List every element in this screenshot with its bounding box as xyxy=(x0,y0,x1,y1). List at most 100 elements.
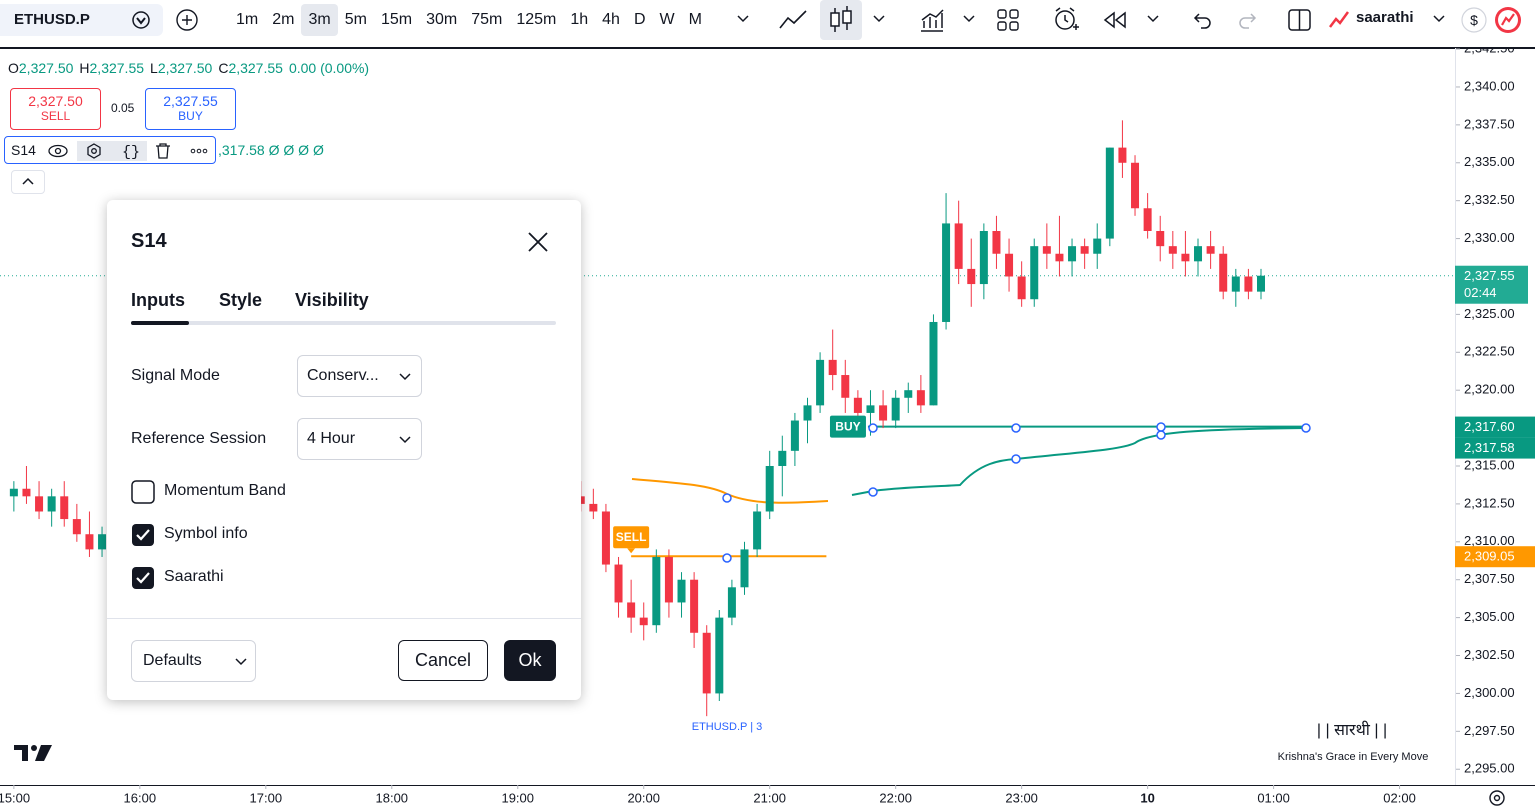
candle-body xyxy=(1055,253,1064,262)
anchor[interactable] xyxy=(868,423,878,433)
candle-body xyxy=(1131,162,1140,209)
signal-label-bg xyxy=(829,415,866,438)
more-icon[interactable] xyxy=(190,148,208,154)
source-icon[interactable]: {} xyxy=(122,144,140,161)
indicator-name: S14 xyxy=(11,142,36,158)
checkbox[interactable] xyxy=(131,566,155,590)
indicators-button[interactable] xyxy=(918,6,946,34)
settings-icon[interactable] xyxy=(1489,790,1505,806)
tab[interactable]: Visibility xyxy=(295,290,369,310)
ohlc-key: H xyxy=(79,60,90,76)
candle-type-button[interactable] xyxy=(820,0,862,40)
undo-button[interactable] xyxy=(1190,8,1214,32)
checkbox-fill xyxy=(132,524,154,546)
last-price-tag xyxy=(1455,265,1528,304)
ok-button[interactable]: Ok xyxy=(504,640,556,681)
candle-body xyxy=(740,549,749,588)
interval[interactable]: M xyxy=(688,11,702,28)
select-chevron xyxy=(399,373,411,381)
candle-body xyxy=(1168,246,1177,254)
settings-icon[interactable] xyxy=(87,143,101,159)
anchor[interactable] xyxy=(722,553,732,563)
candle-body xyxy=(1231,276,1240,292)
indicators-chevron[interactable] xyxy=(962,12,976,26)
interval[interactable]: 30m xyxy=(426,11,458,28)
alert-button[interactable] xyxy=(1052,5,1080,33)
interval[interactable]: 1h xyxy=(570,11,589,28)
replay-chevron[interactable] xyxy=(1146,12,1160,26)
checkmark xyxy=(136,572,150,584)
checkbox[interactable] xyxy=(131,523,155,547)
select[interactable]: Conserv... xyxy=(297,355,422,397)
tab[interactable]: Inputs xyxy=(131,290,185,310)
visibility-icon[interactable] xyxy=(48,144,68,158)
interval[interactable]: 4h xyxy=(602,11,620,28)
panels-button[interactable] xyxy=(1287,7,1313,33)
interval[interactable]: D xyxy=(633,11,646,28)
y-tick-label: 2,300.00 xyxy=(1464,685,1515,700)
buy-price: 2,327.55 xyxy=(163,93,218,109)
trading-button[interactable]: $ xyxy=(1460,6,1488,34)
input-label: Reference Session xyxy=(131,430,267,447)
anchor[interactable] xyxy=(868,487,878,497)
anchor[interactable] xyxy=(1156,430,1166,440)
interval[interactable]: 1m xyxy=(236,11,259,28)
select[interactable]: 4 Hour xyxy=(297,418,422,460)
delete-icon[interactable] xyxy=(156,143,170,159)
interval[interactable]: W xyxy=(659,11,675,28)
anchor[interactable] xyxy=(1011,423,1021,433)
sell-button[interactable]: 2,327.50 SELL xyxy=(10,88,101,130)
profile-avatar[interactable] xyxy=(1494,6,1522,34)
price-tag xyxy=(1455,546,1535,568)
candle-body xyxy=(942,223,951,322)
indicator-values-text: ,317.58 Ø Ø Ø Ø xyxy=(218,142,324,158)
indicator-legend[interactable]: S14 {} xyxy=(4,136,216,164)
anchor[interactable] xyxy=(722,493,732,503)
chart[interactable]: ETHUSD.P | 3 | | सारथी | | Krishna's Gra… xyxy=(0,48,1535,812)
spread: 0.05 xyxy=(111,101,135,115)
candle-body xyxy=(929,321,938,406)
y-tick-label: 2,297.50 xyxy=(1464,723,1515,738)
candle-body xyxy=(765,466,774,512)
interval[interactable]: 5m xyxy=(344,11,367,28)
chart-type-chevron[interactable] xyxy=(872,12,886,26)
close-button[interactable] xyxy=(527,231,549,253)
interval[interactable]: 15m xyxy=(380,11,413,28)
checkbox[interactable] xyxy=(131,480,155,504)
interval[interactable]: 2m xyxy=(272,11,295,28)
layout-name[interactable]: saarathi xyxy=(1356,9,1414,26)
interval-chevron[interactable] xyxy=(736,12,750,26)
collapse-legend[interactable] xyxy=(11,170,45,194)
candle-body xyxy=(1093,238,1102,254)
anchor[interactable] xyxy=(1156,422,1166,432)
y-tick-label: 2,307.50 xyxy=(1464,571,1515,586)
symbol-search[interactable]: ETHUSD.P xyxy=(0,4,163,36)
candle-body xyxy=(1068,246,1077,262)
checkbox-label: Symbol info xyxy=(164,525,248,542)
x-tick-label: 22:00 xyxy=(879,790,912,805)
defaults-dropdown[interactable]: Defaults xyxy=(131,640,256,682)
candle-body xyxy=(1219,253,1228,292)
candle-body xyxy=(690,579,699,633)
signal-label-bg xyxy=(613,526,650,549)
compare-button[interactable] xyxy=(175,8,199,32)
layouts-button[interactable] xyxy=(996,8,1020,32)
candle-body xyxy=(664,556,673,603)
anchor[interactable] xyxy=(1011,454,1021,464)
interval[interactable]: 75m xyxy=(471,11,503,28)
tab[interactable]: Style xyxy=(219,290,263,310)
layout-chevron[interactable] xyxy=(1432,12,1446,26)
candle-body xyxy=(1017,276,1026,300)
sell-price: 2,327.50 xyxy=(28,93,83,109)
buy-button[interactable]: 2,327.55 BUY xyxy=(145,88,236,130)
candle-body xyxy=(992,230,1001,254)
candle-body xyxy=(790,420,799,451)
interval[interactable]: 3m xyxy=(301,4,338,36)
line-tool[interactable] xyxy=(778,6,808,34)
redo-button[interactable] xyxy=(1236,8,1260,32)
replay-button[interactable] xyxy=(1102,8,1128,32)
candle-body xyxy=(601,511,610,565)
cancel-button[interactable]: Cancel xyxy=(398,640,488,681)
anchor[interactable] xyxy=(1301,423,1311,433)
interval[interactable]: 125m xyxy=(516,11,557,28)
